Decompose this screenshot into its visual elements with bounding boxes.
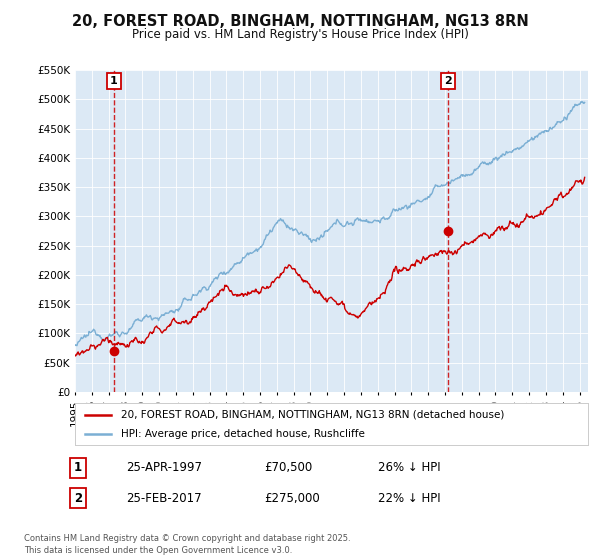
Text: 2: 2 <box>443 76 451 86</box>
Text: 25-FEB-2017: 25-FEB-2017 <box>126 492 202 505</box>
Text: 20, FOREST ROAD, BINGHAM, NOTTINGHAM, NG13 8RN (detached house): 20, FOREST ROAD, BINGHAM, NOTTINGHAM, NG… <box>121 409 505 419</box>
Text: Contains HM Land Registry data © Crown copyright and database right 2025.
This d: Contains HM Land Registry data © Crown c… <box>24 534 350 555</box>
Text: 25-APR-1997: 25-APR-1997 <box>126 461 202 474</box>
Text: 1: 1 <box>74 461 82 474</box>
Text: 20, FOREST ROAD, BINGHAM, NOTTINGHAM, NG13 8RN: 20, FOREST ROAD, BINGHAM, NOTTINGHAM, NG… <box>71 14 529 29</box>
Text: £70,500: £70,500 <box>264 461 312 474</box>
Text: HPI: Average price, detached house, Rushcliffe: HPI: Average price, detached house, Rush… <box>121 429 365 439</box>
Text: Price paid vs. HM Land Registry's House Price Index (HPI): Price paid vs. HM Land Registry's House … <box>131 28 469 41</box>
Text: 26% ↓ HPI: 26% ↓ HPI <box>378 461 440 474</box>
Text: £275,000: £275,000 <box>264 492 320 505</box>
Text: 2: 2 <box>74 492 82 505</box>
Text: 22% ↓ HPI: 22% ↓ HPI <box>378 492 440 505</box>
Text: 1: 1 <box>110 76 118 86</box>
